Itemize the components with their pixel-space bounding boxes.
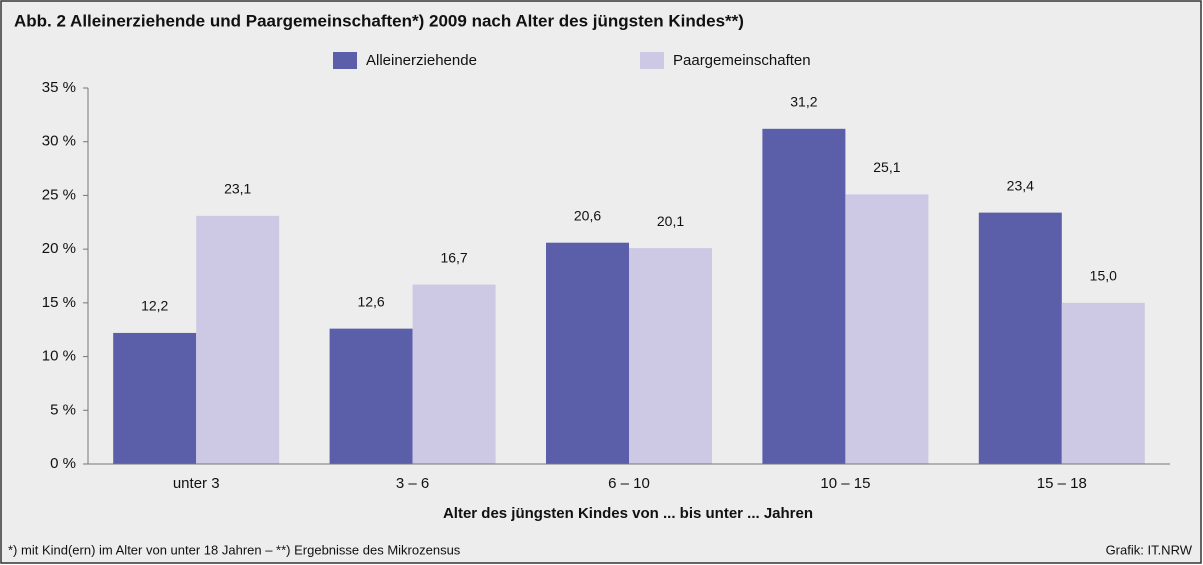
value-label: 23,1 — [224, 181, 251, 197]
bar — [329, 328, 413, 464]
value-label: 25,1 — [873, 159, 900, 175]
footnote: *) mit Kind(ern) im Alter von unter 18 J… — [8, 542, 461, 557]
bar — [196, 215, 280, 464]
x-tick-label: 10 – 15 — [820, 475, 870, 492]
x-axis-label: Alter des jüngsten Kindes von ... bis un… — [443, 505, 813, 522]
bar — [113, 332, 197, 464]
y-tick-label: 25 % — [42, 186, 76, 203]
bar — [762, 128, 846, 464]
x-tick-label: 3 – 6 — [396, 475, 429, 492]
value-label: 20,6 — [574, 207, 601, 223]
y-tick-label: 10 % — [42, 348, 76, 365]
value-label: 20,1 — [657, 213, 684, 229]
x-tick-label: 6 – 10 — [608, 475, 650, 492]
value-label: 31,2 — [790, 94, 817, 110]
y-tick-label: 20 % — [42, 240, 76, 257]
value-label: 12,2 — [141, 298, 168, 314]
y-tick-label: 30 % — [42, 133, 76, 150]
value-label: 16,7 — [440, 249, 467, 265]
bar — [1061, 302, 1145, 464]
y-tick-label: 15 % — [42, 294, 76, 311]
bar — [845, 194, 929, 464]
legend-label: Alleinerziehende — [366, 52, 477, 69]
x-tick-label: unter 3 — [173, 475, 220, 492]
y-tick-label: 0 % — [50, 455, 76, 472]
x-tick-label: 15 – 18 — [1037, 475, 1087, 492]
value-label: 12,6 — [357, 293, 384, 309]
value-label: 23,4 — [1007, 177, 1034, 193]
bar — [412, 284, 496, 464]
chart-title: Abb. 2 Alleinerziehende und Paargemeinsc… — [14, 11, 744, 30]
bar — [978, 212, 1062, 464]
bar — [629, 248, 712, 464]
value-label: 15,0 — [1090, 268, 1117, 284]
bar — [546, 242, 629, 464]
legend-label: Paargemeinschaften — [673, 52, 811, 69]
source: Grafik: IT.NRW — [1106, 542, 1193, 557]
y-tick-label: 5 % — [50, 401, 76, 418]
y-tick-label: 35 % — [42, 79, 76, 96]
legend-swatch — [640, 52, 664, 69]
legend-swatch — [333, 52, 357, 69]
